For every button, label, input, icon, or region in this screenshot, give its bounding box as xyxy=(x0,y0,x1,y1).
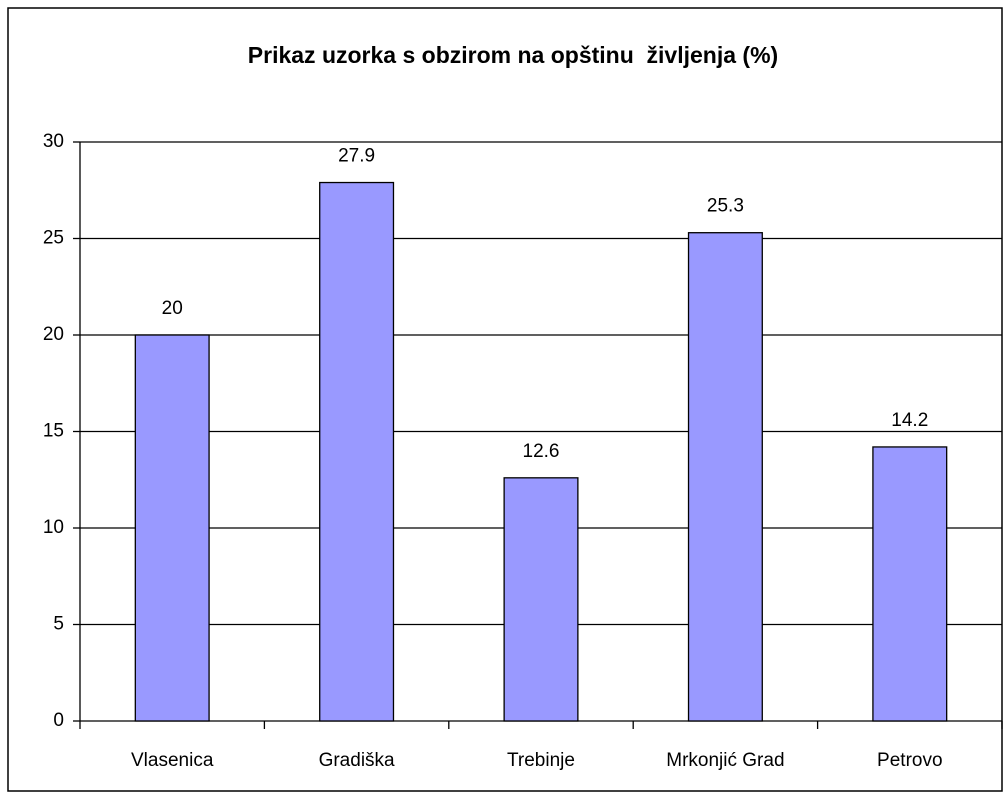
bar xyxy=(134,334,210,722)
y-tick-label: 5 xyxy=(53,614,64,635)
y-tick-label: 10 xyxy=(43,517,64,538)
y-tick-label: 30 xyxy=(43,131,64,152)
x-tick-label: Gradiška xyxy=(319,750,395,771)
chart-title: Prikaz uzorka s obzirom na opštinu življ… xyxy=(248,42,778,68)
y-tick-label: 25 xyxy=(43,228,64,249)
bar xyxy=(687,232,763,722)
x-tick-label: Petrovo xyxy=(877,750,942,771)
bar xyxy=(503,477,579,722)
x-tick-label: Trebinje xyxy=(507,750,575,771)
y-tick-label: 0 xyxy=(53,710,64,731)
x-tick-label: Mrkonjić Grad xyxy=(666,750,784,771)
y-tick-label: 20 xyxy=(43,324,64,345)
data-label: 25.3 xyxy=(707,196,744,217)
data-label: 27.9 xyxy=(338,146,375,167)
data-label: 14.2 xyxy=(891,410,928,431)
y-tick-label: 15 xyxy=(43,421,64,442)
bar xyxy=(319,181,395,722)
data-label: 20 xyxy=(162,298,183,319)
data-label: 12.6 xyxy=(523,441,560,462)
x-tick-label: Vlasenica xyxy=(131,750,214,771)
bar xyxy=(872,446,948,722)
